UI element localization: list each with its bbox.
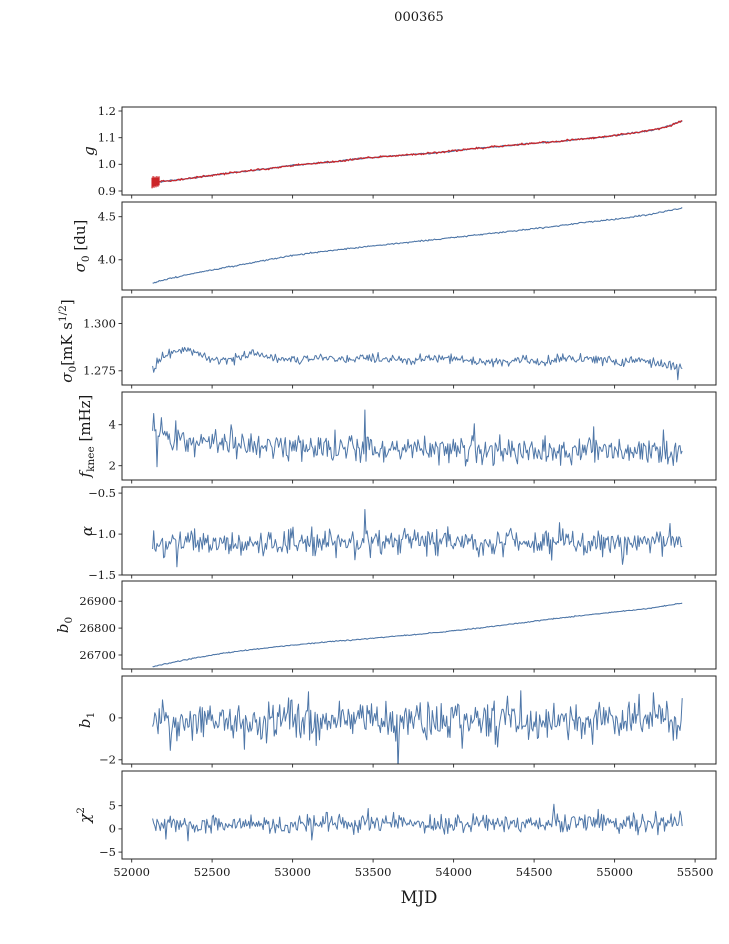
y-tick-label: 1.275	[83, 364, 116, 378]
y-axis-label-chi2: χ2	[75, 807, 94, 824]
subplot-alpha: −1.5 −1.0 −0.5 α	[78, 486, 717, 582]
y-tick-label: 0	[109, 822, 116, 836]
plot-area-g	[151, 119, 683, 189]
x-tick-label: 54500	[516, 865, 553, 879]
x-tick-label: 55000	[596, 865, 633, 879]
y-tick-label: 1.1	[98, 131, 116, 145]
x-tick-label: 52000	[113, 865, 150, 879]
y-axis-label-sigma0-mks: σ0[mK s1/2]	[57, 299, 79, 382]
subplot-b1: −2 0 b1	[76, 675, 717, 768]
series-sigma0-du	[152, 207, 683, 284]
subplot-chi2: −5 0 5 χ2	[75, 770, 717, 863]
subplot-b0: 26700 26800 26900 b0	[54, 580, 717, 673]
series-g-fit-blue	[152, 120, 683, 184]
x-tick-label: 52500	[194, 865, 231, 879]
y-axis-label-b0: b0	[54, 617, 75, 633]
y-tick-label: 26800	[79, 621, 116, 635]
axes-frame	[121, 486, 717, 576]
series-fknee	[152, 409, 683, 468]
y-tick-label: 5	[109, 799, 116, 813]
y-tick-label: 26900	[79, 594, 116, 608]
y-tick-label: 0	[109, 711, 116, 725]
axes-frame	[121, 391, 717, 481]
x-axis: 52000 52500 53000 53500 54000 54500 55000 55500…	[113, 865, 713, 907]
y-tick-label: −0.5	[88, 486, 116, 500]
series-b1	[152, 690, 683, 764]
subplot-fknee: 2 4 fknee [mHz]	[76, 391, 717, 484]
axes-frame	[121, 580, 717, 670]
series-alpha	[152, 509, 683, 568]
x-axis-label: MJD	[401, 888, 438, 907]
axes-frame	[121, 296, 717, 386]
x-tick-label: 53500	[355, 865, 392, 879]
y-tick-label: 26700	[79, 648, 116, 662]
plot-area-sigma0-du	[152, 207, 683, 284]
y-axis-label-sigma0-du: σ0 [du]	[71, 220, 92, 273]
y-tick-label: 0.9	[98, 184, 116, 198]
y-axis-label-fknee: fknee [mHz]	[76, 395, 97, 479]
y-tick-label: −1.5	[88, 568, 116, 582]
y-tick-label: 2	[109, 459, 116, 473]
y-axis-label-b1: b1	[76, 712, 97, 728]
axes-frame	[121, 675, 717, 765]
y-tick-label: 1.2	[98, 104, 116, 118]
y-tick-label: 1.300	[83, 316, 116, 330]
series-g-highlight-red	[152, 119, 683, 184]
y-tick-label: −1.0	[88, 527, 116, 541]
series-chi2	[152, 803, 683, 842]
y-tick-label: 4	[109, 418, 116, 432]
plot-area-b1	[152, 690, 683, 764]
plot-area-b0	[152, 602, 683, 668]
series-sigma0-mks	[152, 346, 683, 381]
y-axis-label-g: g	[80, 146, 98, 156]
plot-area-fknee	[152, 409, 683, 468]
axes-frame	[121, 106, 717, 196]
plot-area-chi2	[152, 803, 683, 842]
y-tick-label: −5	[99, 845, 116, 859]
y-axis-label-alpha: α	[78, 526, 96, 536]
plot-area-sigma0-mks	[152, 346, 683, 381]
axes-frame	[121, 201, 717, 291]
figure-title: 000365	[394, 10, 444, 25]
y-tick-label: 1.0	[98, 157, 116, 171]
subplot-sigma0-du: 4.0 4.5 σ0 [du]	[71, 201, 717, 294]
plot-area-alpha	[152, 509, 683, 568]
y-tick-label: −2	[99, 753, 116, 767]
x-tick-label: 53000	[274, 865, 311, 879]
y-tick-label: 4.5	[98, 210, 116, 224]
x-tick-label: 55500	[677, 865, 714, 879]
y-tick-label: 4.0	[98, 253, 116, 267]
x-tick-label: 54000	[435, 865, 472, 879]
axes-frame	[121, 770, 717, 860]
subplot-g: 0.9 1.0 1.1 1.2 g	[80, 104, 717, 199]
subplot-sigma0-mks: 1.275 1.300 σ0[mK s1/2]	[57, 296, 717, 389]
series-b0	[152, 602, 683, 668]
